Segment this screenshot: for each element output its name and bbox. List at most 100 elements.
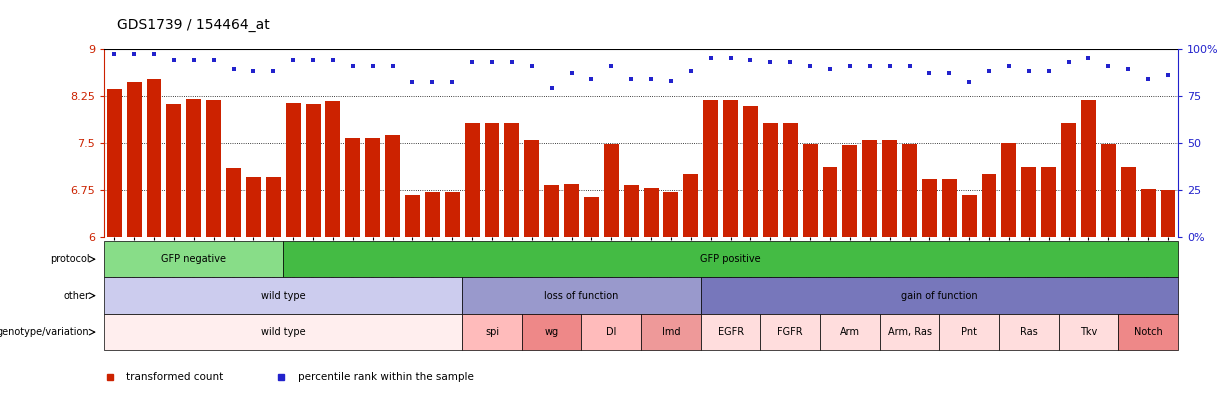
Bar — [723, 100, 737, 237]
Bar — [1061, 123, 1076, 237]
Bar — [245, 177, 261, 237]
Point — [661, 77, 681, 84]
Bar — [1120, 166, 1136, 237]
Point — [244, 68, 264, 75]
Point — [919, 70, 939, 76]
Bar — [366, 139, 380, 237]
Bar — [107, 90, 121, 237]
Bar — [1101, 144, 1115, 237]
Bar — [425, 192, 439, 237]
Bar — [843, 145, 858, 237]
Text: other: other — [64, 291, 90, 301]
Bar — [822, 166, 838, 237]
Point — [1039, 68, 1059, 75]
Bar — [345, 139, 361, 237]
Point — [124, 51, 144, 58]
Point — [681, 68, 701, 75]
Text: loss of function: loss of function — [545, 291, 618, 301]
Text: percentile rank within the sample: percentile rank within the sample — [297, 372, 474, 382]
Point — [482, 59, 502, 65]
Text: Imd: Imd — [661, 327, 680, 337]
Bar — [962, 195, 977, 237]
Bar — [902, 144, 917, 237]
Bar — [701, 314, 761, 350]
Point — [562, 70, 582, 76]
Text: wg: wg — [545, 327, 558, 337]
Bar — [465, 123, 480, 237]
Bar — [187, 100, 201, 237]
Bar — [524, 140, 539, 237]
Text: genotype/variation: genotype/variation — [0, 327, 90, 337]
Text: FGFR: FGFR — [778, 327, 802, 337]
Point — [145, 51, 164, 58]
Bar — [104, 241, 283, 277]
Bar — [1042, 166, 1056, 237]
Bar — [640, 314, 701, 350]
Text: GDS1739 / 154464_at: GDS1739 / 154464_at — [117, 18, 269, 32]
Bar — [1161, 190, 1175, 237]
Text: EGFR: EGFR — [718, 327, 744, 337]
Point — [880, 62, 899, 69]
Bar — [604, 144, 618, 237]
Bar — [306, 104, 320, 237]
Point — [344, 62, 363, 69]
Bar — [744, 106, 758, 237]
Point — [899, 62, 919, 69]
Point — [204, 57, 223, 63]
Point — [283, 57, 303, 63]
Bar — [167, 104, 182, 237]
Text: Ras: Ras — [1020, 327, 1038, 337]
Bar — [584, 197, 599, 237]
Bar — [1081, 100, 1096, 237]
Point — [542, 85, 562, 92]
Bar — [1118, 314, 1178, 350]
Text: GFP negative: GFP negative — [161, 254, 226, 264]
Bar — [504, 123, 519, 237]
Point — [443, 79, 463, 86]
Point — [999, 62, 1018, 69]
Point — [1139, 75, 1158, 82]
Point — [780, 59, 800, 65]
Bar — [521, 314, 582, 350]
Bar — [1021, 166, 1037, 237]
Bar — [283, 241, 1178, 277]
Text: protocol: protocol — [50, 254, 90, 264]
Point — [1118, 66, 1137, 72]
Bar — [701, 277, 1178, 314]
Bar — [104, 314, 463, 350]
Bar — [126, 82, 141, 237]
Bar — [444, 192, 460, 237]
Point — [363, 62, 383, 69]
Bar — [802, 144, 817, 237]
Point — [383, 62, 402, 69]
Text: Arm, Ras: Arm, Ras — [887, 327, 931, 337]
Bar — [982, 174, 996, 237]
Bar — [863, 140, 877, 237]
Point — [940, 70, 960, 76]
Bar — [266, 177, 281, 237]
Point — [800, 62, 820, 69]
Bar — [325, 101, 340, 237]
Text: wild type: wild type — [261, 327, 306, 337]
Point — [621, 75, 640, 82]
Bar — [463, 277, 701, 314]
Point — [303, 57, 323, 63]
Point — [582, 75, 601, 82]
Text: gain of function: gain of function — [901, 291, 978, 301]
Point — [164, 57, 184, 63]
Bar — [820, 314, 880, 350]
Text: spi: spi — [485, 327, 499, 337]
Point — [860, 62, 880, 69]
Bar — [783, 123, 798, 237]
Bar — [485, 123, 499, 237]
Text: Notch: Notch — [1134, 327, 1162, 337]
Bar — [545, 185, 560, 237]
Point — [960, 79, 979, 86]
Text: GFP positive: GFP positive — [701, 254, 761, 264]
Bar — [942, 179, 957, 237]
Text: transformed count: transformed count — [125, 372, 223, 382]
Point — [1018, 68, 1038, 75]
Bar — [1001, 143, 1016, 237]
Bar — [286, 102, 301, 237]
Point — [463, 59, 482, 65]
